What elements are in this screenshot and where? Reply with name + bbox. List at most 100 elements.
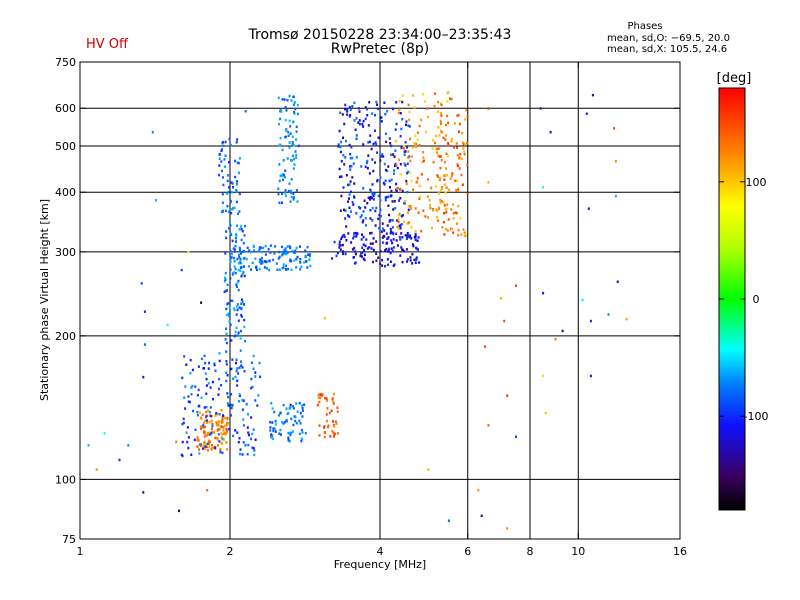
data-point [216, 429, 219, 432]
data-point [269, 426, 272, 429]
data-point [439, 201, 442, 205]
data-point [379, 159, 382, 162]
data-point [399, 254, 402, 257]
data-point [281, 148, 284, 152]
data-point [226, 283, 229, 287]
data-point [241, 453, 244, 456]
data-point [269, 420, 272, 424]
data-point [198, 404, 201, 408]
data-point [392, 238, 395, 241]
data-point [335, 254, 338, 258]
data-point [404, 150, 407, 153]
data-point [343, 122, 346, 126]
data-point [413, 106, 416, 109]
data-point [233, 248, 236, 251]
data-point [506, 527, 509, 530]
data-point [190, 453, 193, 456]
data-point [441, 187, 444, 190]
data-point [217, 433, 220, 436]
data-point [282, 266, 285, 269]
data-point [281, 252, 284, 256]
data-point [223, 279, 226, 283]
data-point [394, 206, 397, 210]
data-point [353, 101, 356, 105]
data-point [355, 137, 358, 141]
data-point [414, 207, 417, 210]
data-point [437, 219, 439, 222]
data-point [292, 196, 295, 199]
data-point [256, 404, 259, 407]
data-point [383, 229, 386, 232]
data-point [319, 393, 322, 396]
data-point [410, 155, 413, 158]
data-point [394, 188, 397, 191]
data-point [227, 210, 230, 213]
data-point [225, 428, 228, 431]
data-point [463, 152, 466, 156]
data-point [460, 233, 463, 236]
data-point [369, 209, 372, 212]
data-point [406, 222, 409, 225]
data-point [293, 163, 296, 166]
data-point [238, 228, 241, 231]
data-point [319, 396, 322, 399]
data-point [236, 431, 239, 434]
data-point [299, 268, 302, 271]
data-point [340, 237, 343, 241]
data-point [377, 136, 380, 139]
data-point [373, 192, 376, 196]
data-point [230, 339, 233, 342]
data-point [219, 448, 222, 451]
y-tick-label: 200 [55, 330, 76, 343]
data-point [400, 232, 403, 235]
data-point [383, 183, 386, 186]
data-point [289, 405, 292, 409]
data-point [427, 216, 429, 219]
data-point [239, 349, 242, 352]
data-point [349, 168, 352, 171]
data-point [236, 303, 239, 306]
data-point [278, 143, 281, 147]
data-point [232, 186, 234, 189]
data-point [241, 230, 244, 233]
data-point [408, 171, 411, 175]
colorbar-ticks: 100 0 -100 [719, 176, 768, 423]
data-point [399, 197, 402, 200]
data-point [372, 169, 375, 173]
data-point [235, 190, 238, 193]
data-point [325, 397, 328, 400]
data-point [206, 449, 209, 452]
data-point [250, 437, 253, 441]
data-point [263, 266, 266, 269]
data-point [218, 173, 220, 177]
data-point [408, 118, 411, 122]
data-point [289, 132, 292, 135]
data-point [403, 145, 406, 148]
data-point [399, 224, 402, 227]
data-point [340, 140, 342, 144]
data-point [233, 256, 235, 260]
data-point [210, 414, 213, 418]
data-point [347, 183, 349, 187]
y-tick-label: 75 [62, 533, 76, 546]
data-point [289, 200, 292, 203]
data-point [444, 123, 447, 127]
data-point [442, 220, 445, 224]
data-point [252, 354, 255, 358]
data-point [387, 204, 390, 207]
data-point [245, 257, 248, 261]
data-point [285, 267, 287, 271]
data-point [402, 249, 405, 253]
data-point [367, 196, 370, 200]
data-point [460, 173, 463, 177]
data-point [239, 448, 242, 451]
data-point [400, 146, 403, 150]
x-tick-label: 16 [673, 545, 687, 558]
data-point [394, 128, 397, 131]
data-point [308, 258, 311, 261]
data-point [349, 180, 352, 183]
data-point [217, 438, 220, 441]
data-point [239, 269, 242, 272]
data-point [207, 409, 210, 412]
data-point [247, 443, 250, 447]
